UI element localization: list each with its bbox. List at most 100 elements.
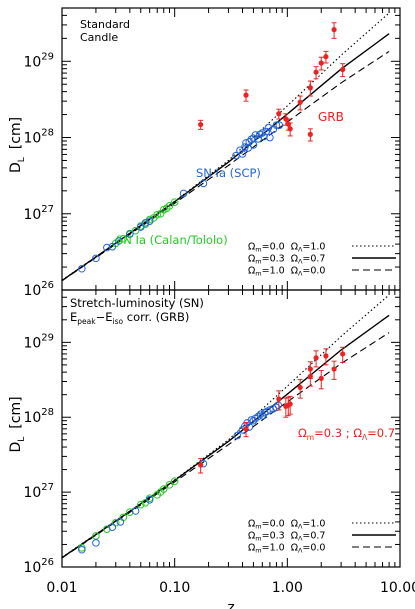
data-point (272, 403, 281, 412)
legend-label: Ωm=0.0 ΩΛ=1.0 (248, 242, 325, 254)
data-point (141, 219, 150, 227)
data-point (256, 410, 265, 418)
data-point (264, 123, 273, 132)
data-point (307, 85, 313, 91)
data-point (331, 27, 337, 33)
cosmology-lines (62, 294, 390, 559)
y-axis-subscript: L (17, 157, 27, 162)
y-tick-base: 10 (23, 54, 41, 70)
data-point (323, 353, 329, 359)
annotation-epeak-eiso: Epeak−Eiso corr. (GRB) (70, 310, 189, 326)
y-tick-exponent: 28 (41, 407, 54, 418)
y-tick-base: 10 (23, 207, 41, 223)
data-point (136, 223, 145, 231)
y-tick-label: 1028 (23, 407, 54, 426)
data-point (297, 99, 303, 105)
x-tick-label: 10.00 (380, 580, 415, 596)
model-omega-m-sub: m (307, 433, 314, 442)
y-tick-exponent: 26 (41, 557, 54, 568)
y-axis-subscript: L (17, 437, 27, 442)
omega-l-sub: Λ (298, 523, 303, 531)
y-tick-label: 1027 (23, 204, 54, 223)
data-point (249, 416, 258, 425)
legend: Ωm=0.0 ΩΛ=1.0Ωm=0.3 ΩΛ=0.7Ωm=1.0 ΩΛ=0.0 (248, 242, 396, 278)
series-sn-ia-scp- (78, 121, 284, 273)
y-tick-exponent: 28 (41, 128, 54, 139)
omega-m-value: =0.0 (262, 519, 285, 530)
y-tick-label: 1026 (23, 280, 54, 299)
data-point (165, 202, 174, 210)
omega-l-sub: Λ (298, 246, 303, 254)
data-point (260, 132, 268, 141)
omega-m-sub: m (255, 270, 261, 278)
y-tick-label: 1026 (23, 557, 54, 576)
omega-m-sub: m (255, 535, 261, 543)
y-tick-exponent: 29 (41, 332, 54, 343)
legend: Ωm=0.0 ΩΛ=1.0Ωm=0.3 ΩΛ=0.7Ωm=1.0 ΩΛ=0.0 (248, 519, 396, 555)
line-dashed-model (62, 50, 390, 282)
data-point (272, 121, 281, 130)
omega-l-value: =0.7 (302, 531, 325, 542)
omega-m-sub: m (255, 258, 261, 266)
y-axis-letter: D (8, 162, 24, 173)
annotation-stretch-luminosity: Stretch-luminosity (SN) (70, 296, 204, 310)
data-point (131, 226, 140, 235)
legend-label: Ωm=0.3 ΩΛ=0.7 (248, 254, 325, 266)
omega-l-value: =1.0 (302, 242, 325, 253)
e-peak-sub: peak (77, 317, 96, 326)
data-point (275, 121, 284, 130)
data-point (126, 230, 134, 238)
data-point (115, 237, 123, 245)
omega-m-value: =0.3 (262, 531, 285, 542)
data-point (170, 477, 179, 485)
data-point (78, 264, 86, 273)
omega-l-sub: Λ (298, 547, 303, 555)
series-grb (198, 346, 346, 474)
omega-m-value: =1.0 (262, 543, 285, 554)
omega-l-symbol: Ω (291, 266, 298, 277)
data-point (287, 401, 293, 407)
series-grb (198, 22, 346, 142)
data-point (274, 401, 283, 409)
omega-l-value: =1.0 (302, 519, 325, 530)
y-tick-exponent: 29 (41, 51, 54, 62)
e-peak-letter: E (70, 310, 77, 324)
data-point (276, 111, 282, 117)
data-point (307, 131, 313, 137)
data-point (242, 139, 250, 147)
corr-text: corr. (GRB) (123, 310, 189, 324)
x-tick-label: 0.01 (46, 580, 77, 596)
model-end: =0.7 (367, 426, 395, 440)
annotation-model: Ωm=0.3 ; ΩΛ=0.7 (298, 426, 395, 442)
model-mid: =0.3 ; (314, 426, 353, 440)
y-axis-unit: [cm] (8, 396, 24, 428)
y-tick-base: 10 (23, 335, 41, 351)
plot-frame (61, 289, 401, 568)
panel-top: Ωm=0.0 ΩΛ=1.0Ωm=0.3 ΩΛ=0.7Ωm=1.0 ΩΛ=0.01026… (8, 7, 401, 299)
data-point (258, 129, 267, 137)
omega-l-symbol: Ω (291, 242, 298, 253)
data-point (318, 375, 324, 381)
y-tick-exponent: 27 (41, 482, 54, 493)
omega-m-sub: m (255, 523, 261, 531)
omega-l-symbol: Ω (291, 519, 298, 530)
data-point (145, 217, 154, 225)
data-point (145, 495, 154, 504)
data-point (254, 412, 262, 421)
omega-m-symbol: Ω (248, 242, 255, 253)
data-point (103, 243, 111, 252)
omega-m-sub: m (255, 246, 261, 254)
data-point (170, 198, 179, 206)
data-point (153, 210, 162, 219)
data-point (340, 351, 346, 357)
data-point (116, 518, 125, 526)
data-point (119, 234, 128, 243)
line-dashed-model (62, 332, 390, 559)
label-sn-scp: SN Ia (SCP) (196, 166, 261, 180)
data-point (238, 150, 247, 158)
y-tick-base: 10 (23, 283, 41, 299)
y-axis-letter: D (8, 442, 24, 453)
omega-l-symbol: Ω (291, 531, 298, 542)
omega-m-symbol: Ω (248, 531, 255, 542)
y-tick-base: 10 (23, 410, 41, 426)
